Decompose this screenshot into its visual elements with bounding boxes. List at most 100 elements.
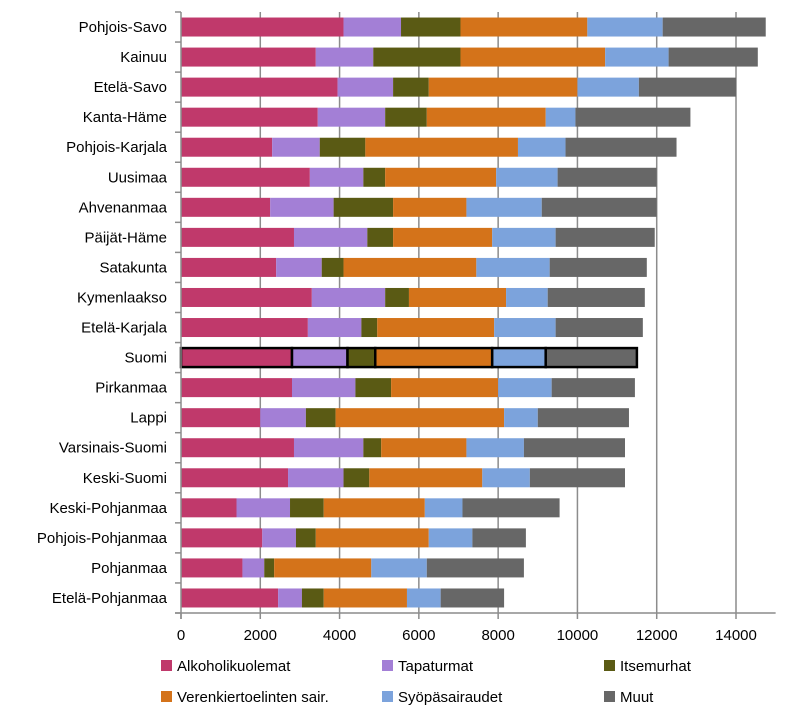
bar-päijät-häme-verenkiertoelinten-sair [393,227,493,247]
bar-uusimaa-tapaturmat [309,167,364,187]
bar-päijät-häme-alkoholikuolemat [181,227,294,247]
bar-etelä-savo-tapaturmat [337,77,394,97]
bar-ahvenanmaa-alkoholikuolemat [181,197,271,217]
bar-päijät-häme-itsemurhat [367,227,394,247]
category-label-päijät-häme: Päijät-Häme [84,229,167,246]
bar-kymenlaakso-itsemurhat [385,287,409,307]
x-tick-label-0: 0 [177,627,185,644]
bar-pohjois-savo-muut [662,17,766,37]
bar-keski-suomi-tapaturmat [288,468,344,488]
bar-kainuu-muut [668,47,758,67]
bar-keski-suomi-muut [529,468,625,488]
bar-varsinais-suomi-syöpäsairaudet [466,438,524,458]
category-label-pohjois-karjala: Pohjois-Karjala [66,139,168,156]
bar-satakunta-tapaturmat [276,257,322,277]
x-tick-label-6000: 6000 [402,627,435,644]
bar-pohjois-pohjanmaa-tapaturmat [262,528,296,548]
category-label-ahvenanmaa: Ahvenanmaa [79,199,168,216]
bar-pohjois-pohjanmaa-muut [472,528,526,548]
legend-swatch-tapaturmat [382,660,393,671]
bar-varsinais-suomi-alkoholikuolemat [181,438,294,458]
bar-keski-suomi-itsemurhat [343,468,370,488]
category-label-keski-suomi: Keski-Suomi [83,470,167,487]
bar-layer [179,17,766,608]
bar-lappi-tapaturmat [260,408,306,428]
bar-kainuu-itsemurhat [373,47,461,67]
category-label-pohjanmaa: Pohjanmaa [91,560,168,577]
bar-etelä-pohjanmaa-alkoholikuolemat [181,588,279,608]
bar-keski-suomi-verenkiertoelinten-sair [369,468,483,488]
x-tick-label-4000: 4000 [323,627,356,644]
bar-pohjanmaa-tapaturmat [242,558,265,578]
bar-etelä-savo-muut [638,77,736,97]
bar-pohjanmaa-muut [426,558,524,578]
bar-uusimaa-muut [557,167,657,187]
bar-lappi-alkoholikuolemat [181,408,261,428]
category-label-etelä-savo: Etelä-Savo [94,79,167,96]
bar-pohjois-karjala-itsemurhat [319,137,366,157]
category-label-varsinais-suomi: Varsinais-Suomi [59,440,167,457]
category-label-satakunta: Satakunta [99,259,167,276]
bar-ahvenanmaa-tapaturmat [270,197,334,217]
category-label-uusimaa: Uusimaa [108,169,168,186]
grid-layer [259,12,737,613]
bar-etelä-pohjanmaa-tapaturmat [278,588,302,608]
bar-etelä-karjala-alkoholikuolemat [181,318,308,338]
bar-pohjois-karjala-muut [565,137,677,157]
bar-etelä-karjala-tapaturmat [307,318,362,338]
bar-kanta-häme-syöpäsairaudet [545,107,576,127]
bar-varsinais-suomi-tapaturmat [293,438,364,458]
bar-etelä-pohjanmaa-itsemurhat [301,588,324,608]
legend-label-alkoholikuolemat: Alkoholikuolemat [177,658,291,675]
axis-layer [175,11,776,619]
legend-layer: Alkoholikuolemat Tapaturmat Itsemurhat Vere… [161,658,692,706]
bar-kymenlaakso-verenkiertoelinten-sair [408,287,507,307]
bar-suomi-tapaturmat [290,346,349,369]
bar-päijät-häme-muut [555,227,655,247]
bar-keski-pohjanmaa-muut [462,498,560,518]
bar-lappi-syöpäsairaudet [504,408,538,428]
legend-swatch-alkoholikuolemat [161,660,172,671]
bar-etelä-savo-alkoholikuolemat [181,77,338,97]
bar-satakunta-muut [549,257,647,277]
category-label-kanta-häme: Kanta-Häme [83,109,167,126]
bar-pirkanmaa-alkoholikuolemat [181,378,292,398]
bar-keski-pohjanmaa-alkoholikuolemat [181,498,237,518]
bar-varsinais-suomi-muut [523,438,625,458]
bar-pirkanmaa-verenkiertoelinten-sair [391,378,499,398]
bar-satakunta-syöpäsairaudet [476,257,550,277]
bar-keski-pohjanmaa-itsemurhat [290,498,324,518]
legend-swatch-verenkiertoelinten-sair [161,691,172,702]
bar-uusimaa-verenkiertoelinten-sair [385,167,497,187]
bar-suomi-verenkiertoelinten-sair [374,346,494,369]
legend-label-syöpäsairaudet: Syöpäsairaudet [398,689,503,706]
bar-kanta-häme-verenkiertoelinten-sair [426,107,546,127]
bar-etelä-pohjanmaa-muut [440,588,505,608]
category-label-lappi: Lappi [130,410,167,427]
bar-varsinais-suomi-itsemurhat [363,438,382,458]
category-label-suomi: Suomi [124,350,167,367]
bar-suomi-muut [544,346,639,369]
bar-etelä-karjala-muut [555,318,643,338]
bar-kanta-häme-alkoholikuolemat [181,107,318,127]
bar-etelä-savo-itsemurhat [393,77,429,97]
bar-etelä-karjala-syöpäsairaudet [494,318,556,338]
bar-suomi-syöpäsairaudet [490,346,547,369]
category-label-pohjois-pohjanmaa: Pohjois-Pohjanmaa [37,530,168,547]
bar-etelä-pohjanmaa-syöpäsairaudet [406,588,441,608]
bar-ahvenanmaa-itsemurhat [333,197,394,217]
bar-keski-pohjanmaa-syöpäsairaudet [424,498,463,518]
x-tick-label-10000: 10000 [557,627,599,644]
bar-pirkanmaa-tapaturmat [292,378,356,398]
bar-pohjois-savo-alkoholikuolemat [181,17,344,37]
bar-ahvenanmaa-verenkiertoelinten-sair [393,197,467,217]
bar-pohjois-pohjanmaa-syöpäsairaudet [428,528,473,548]
bar-pohjois-karjala-tapaturmat [272,137,320,157]
bar-lappi-muut [537,408,629,428]
bar-pirkanmaa-syöpäsairaudet [498,378,552,398]
legend-swatch-itsemurhat [604,660,615,671]
category-label-pohjois-savo: Pohjois-Savo [79,19,167,36]
x-tick-label-12000: 12000 [636,627,678,644]
